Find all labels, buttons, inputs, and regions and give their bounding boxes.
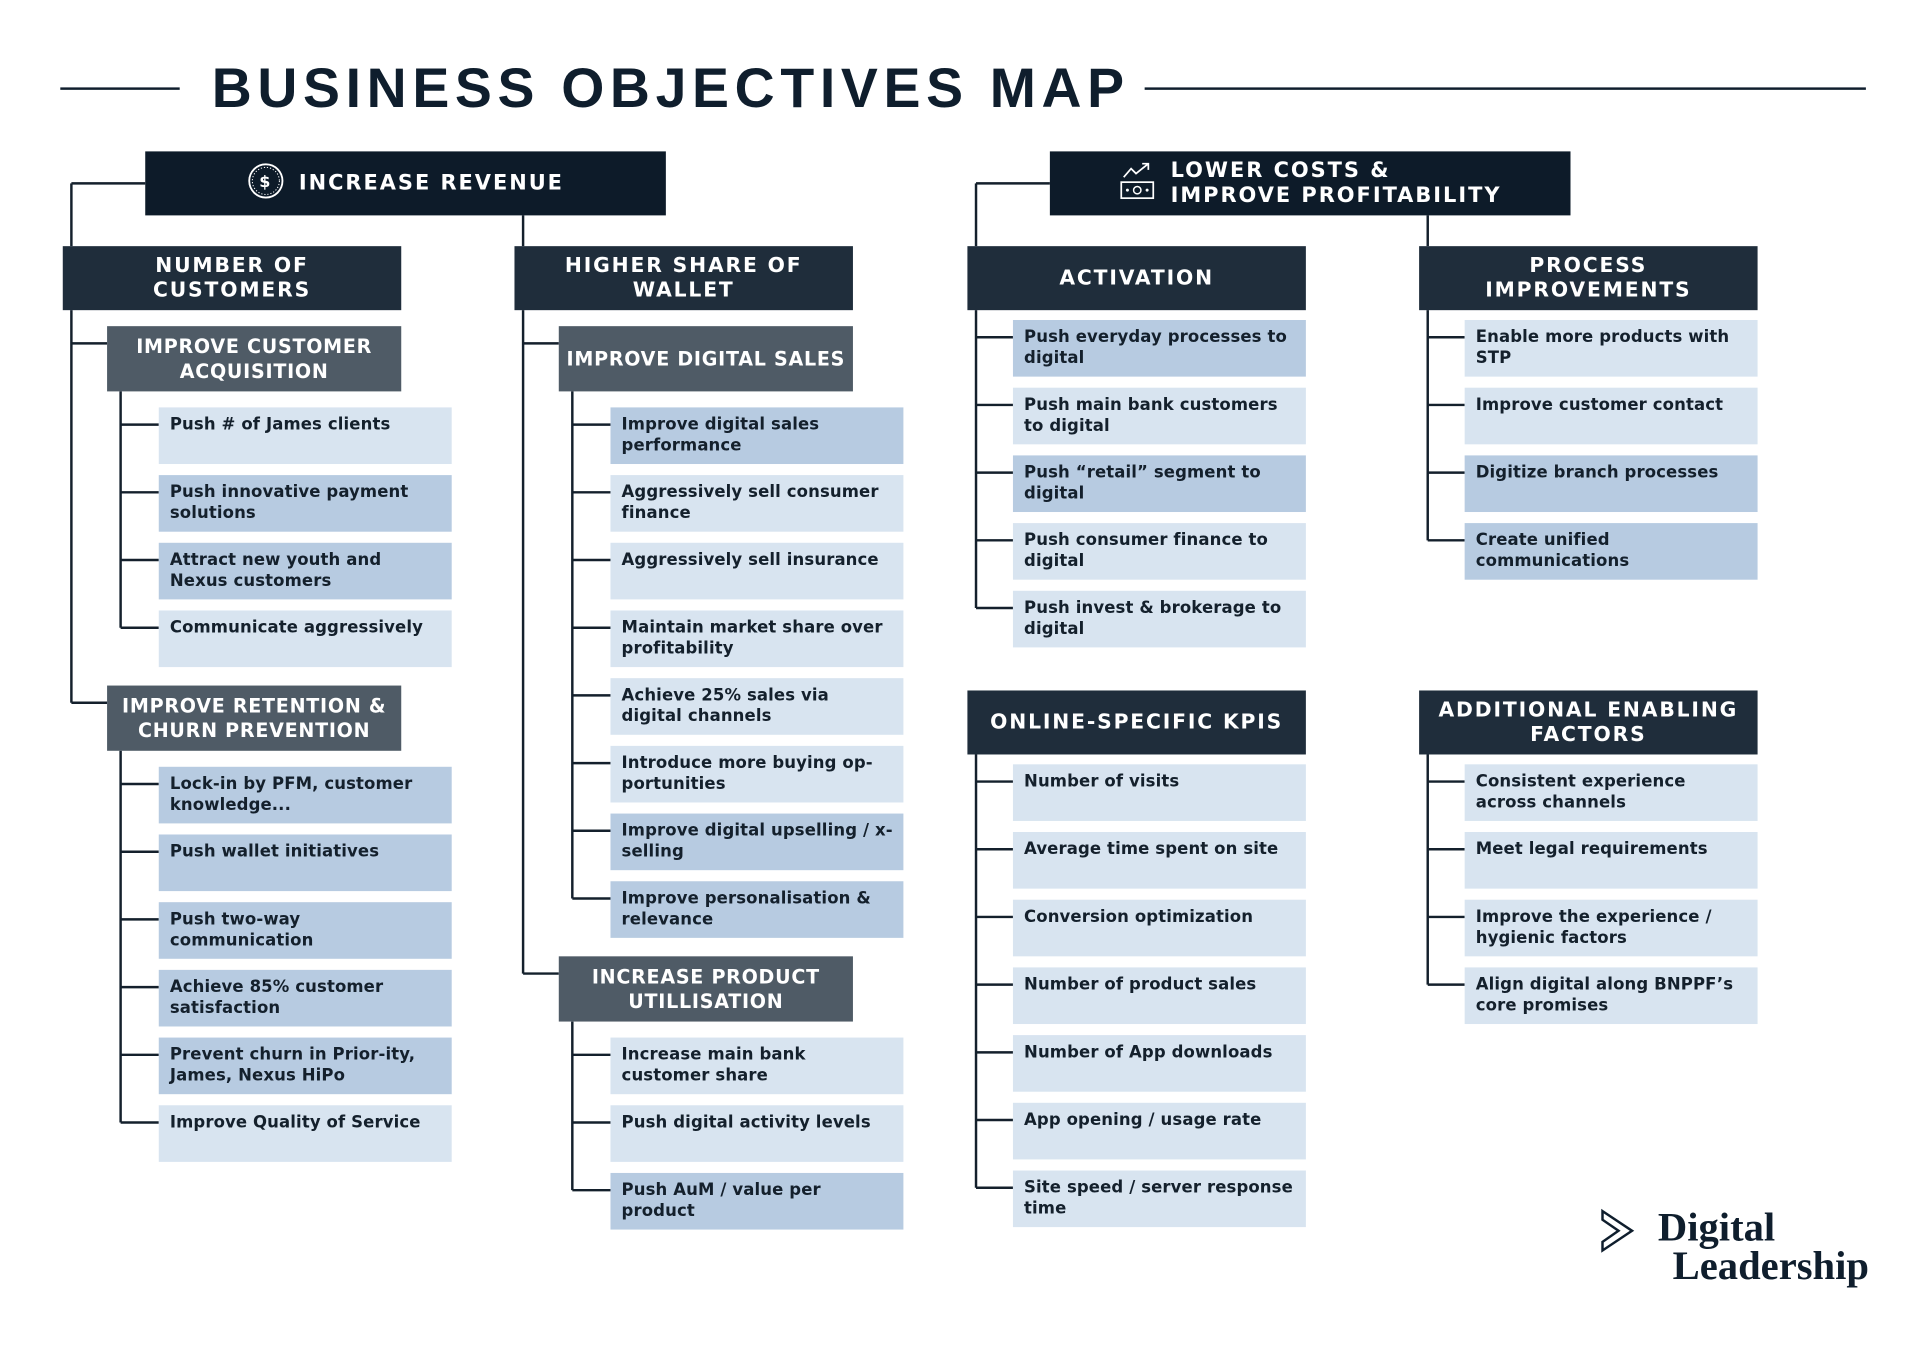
objective-item: Push invest & brokerage to digital (1012, 590, 1306, 648)
objective-item: Increase main bank customer share (610, 1037, 904, 1095)
subcategory-improve-customer-acquisition: IMPROVE CUSTOMER ACQUISITION (107, 326, 402, 392)
chevron-right-outline-icon (1601, 1208, 1635, 1253)
objective-item: Digitize branch processes (1464, 455, 1758, 513)
objective-item: Average time spent on site (1012, 832, 1306, 889)
objective-item: Achieve 25% sales via digital channels (610, 678, 904, 735)
objective-item: Number of product sales (1012, 967, 1306, 1025)
trend-money-icon (1119, 159, 1156, 207)
objective-item: Push # of James clients (158, 407, 452, 465)
objective-item: Consistent experience across channels (1464, 764, 1758, 821)
objective-item: Aggressively sell insurance (610, 542, 904, 600)
objective-item: Aggressively sell consumer finance (610, 475, 904, 532)
objective-title: INCREASE REVENUE (298, 171, 564, 196)
subcategory-improve-digital-sales: IMPROVE DIGITAL SALES (558, 326, 853, 392)
objective-item: Push two-way communication (158, 902, 452, 959)
objective-item: Push wallet initiatives (158, 834, 452, 892)
objective-item: Improve digital upselling / x-selling (610, 813, 904, 871)
category-additional-enabling-factors: ADDITIONAL ENABLING FACTORS (1419, 690, 1758, 755)
svg-text:$: $ (259, 171, 272, 190)
objective-item: Number of visits (1012, 764, 1306, 821)
logo-line1: Digital (1657, 1206, 1776, 1251)
category-activation: ACTIVATION (967, 246, 1306, 311)
title-rule-right (1144, 87, 1866, 90)
objective-item: Create unified communications (1464, 523, 1758, 580)
category-higher-share-of-wallet: HIGHER SHARE OF WALLET (514, 246, 853, 311)
digital-leadership-logo: Digital Leadership (1600, 1206, 1883, 1292)
subcategory-improve-retention-churn-prevention: IMPROVE RETENTION & CHURN PREVENTION (107, 685, 402, 751)
objective-item: Push consumer finance to digital (1012, 523, 1306, 580)
objective-item: Push “retail” segment to digital (1012, 455, 1306, 513)
objective-item: Conversion optimization (1012, 899, 1306, 957)
subcategory-increase-product-utillisation: INCREASE PRODUCT UTILLISATION (558, 956, 853, 1022)
objective-item: Push main bank customers to digital (1012, 387, 1306, 445)
objective-item: Improve the experience / hygienic factor… (1464, 899, 1758, 957)
objective-item: Improve Quality of Service (158, 1105, 452, 1162)
dollar-coin-icon: $ (247, 162, 284, 205)
objective-item: Meet legal requirements (1464, 832, 1758, 889)
category-process-improvements: PROCESS IMPROVEMENTS (1419, 246, 1758, 311)
category-number-of-customers: NUMBER OF CUSTOMERS (62, 246, 402, 311)
objective-item: Enable more products with STP (1464, 320, 1758, 377)
title-rule-left (60, 87, 180, 90)
category-online-specific-kpis: ONLINE-SPECIFIC KPIS (967, 690, 1306, 755)
objective-lower-costs: LOWER COSTS & IMPROVE PROFITABILITY (1049, 151, 1571, 216)
objective-item: Achieve 85% customer satisfaction (158, 969, 452, 1027)
objective-item: Improve customer contact (1464, 387, 1758, 445)
objective-item: Push everyday processes to digital (1012, 320, 1306, 377)
page-title: BUSINESS OBJECTIVES MAP (211, 56, 1130, 120)
objective-item: Prevent churn in Prior-ity, James, Nexus… (158, 1037, 452, 1095)
objective-item: Maintain market share over profitability (610, 610, 904, 668)
objective-item: Attract new youth and Nexus customers (158, 542, 452, 600)
objective-item: Lock-in by PFM, customer knowledge... (158, 766, 452, 824)
objective-item: Improve personalisation & relevance (610, 881, 904, 938)
objective-item: Align digital along BNPPF’s core promise… (1464, 967, 1758, 1025)
objective-item: Introduce more buying op-portunities (610, 745, 904, 803)
logo-line2: Leadership (1672, 1244, 1870, 1289)
objective-item: Push AuM / value per product (610, 1172, 904, 1230)
objective-item: App opening / usage rate (1012, 1102, 1306, 1160)
objective-item: Push digital activity levels (610, 1105, 904, 1162)
objective-item: Communicate aggressively (158, 610, 452, 668)
objective-title: LOWER COSTS & IMPROVE PROFITABILITY (1170, 158, 1502, 209)
objective-item: Site speed / server response time (1012, 1170, 1306, 1228)
objective-item: Push innovative payment solutions (158, 475, 452, 532)
objective-increase-revenue: $ INCREASE REVENUE (145, 151, 666, 216)
objective-item: Improve digital sales performance (610, 407, 904, 465)
objective-item: Number of App downloads (1012, 1035, 1306, 1092)
